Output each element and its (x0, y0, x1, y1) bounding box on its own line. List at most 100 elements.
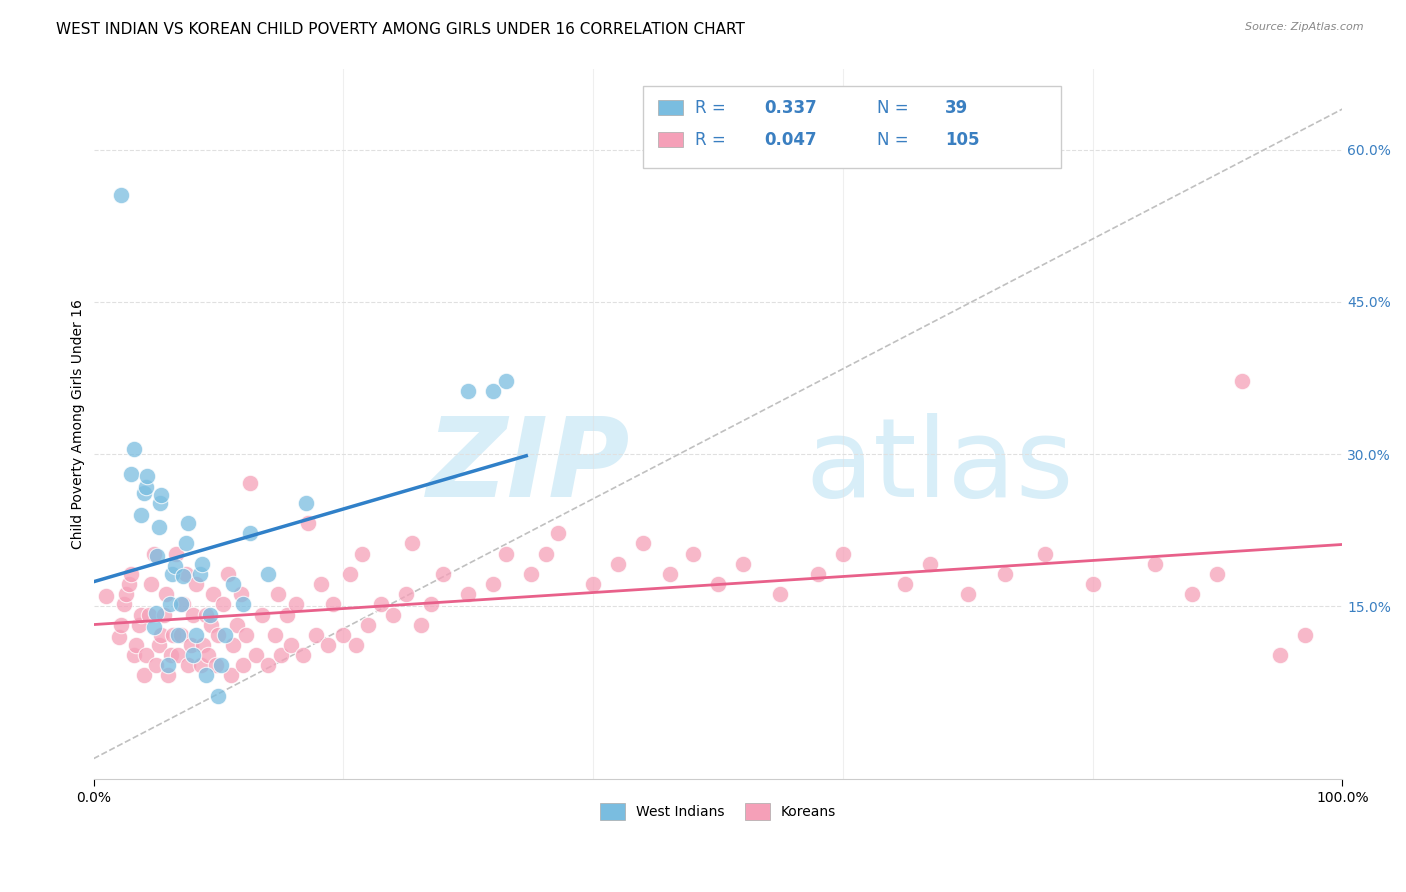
Point (235, 628, 257, 642)
Legend: West Indians, Koreans: West Indians, Koreans (593, 797, 842, 825)
Point (191, 557, 214, 571)
Point (200, 617, 222, 632)
Point (226, 617, 249, 632)
Point (232, 598, 254, 612)
Point (150, 488, 173, 502)
Point (232, 658, 254, 673)
Point (162, 628, 184, 642)
Point (495, 374, 517, 388)
Point (370, 598, 392, 612)
Point (209, 658, 232, 673)
Point (1232, 374, 1254, 388)
Point (188, 566, 211, 581)
Point (160, 648, 183, 662)
Point (419, 598, 441, 612)
Point (217, 566, 239, 581)
Point (135, 480, 157, 494)
Point (284, 598, 307, 612)
Point (117, 577, 139, 591)
Point (1143, 557, 1166, 571)
Text: WEST INDIAN VS KOREAN CHILD POVERTY AMONG GIRLS UNDER 16 CORRELATION CHART: WEST INDIAN VS KOREAN CHILD POVERTY AMON… (56, 22, 745, 37)
Point (170, 628, 193, 642)
Point (1081, 577, 1104, 591)
Point (270, 648, 292, 662)
Point (145, 607, 167, 621)
Point (172, 598, 194, 612)
Text: 105: 105 (945, 130, 980, 149)
Point (177, 516, 200, 531)
Point (148, 520, 170, 534)
Text: R =: R = (696, 130, 725, 149)
Point (276, 607, 298, 622)
Point (152, 607, 174, 622)
Point (193, 638, 215, 652)
Point (1294, 628, 1316, 642)
Point (250, 607, 273, 622)
Point (894, 577, 917, 591)
Point (94, 589, 117, 603)
Point (769, 587, 792, 601)
Point (110, 188, 132, 202)
Point (167, 628, 190, 642)
Point (122, 442, 145, 456)
Point (142, 547, 165, 561)
Point (129, 508, 152, 522)
Point (205, 658, 228, 673)
Point (295, 496, 318, 510)
Point (183, 607, 205, 622)
Point (547, 526, 569, 541)
Point (174, 566, 197, 581)
Point (382, 607, 405, 622)
Point (146, 549, 169, 563)
Point (212, 598, 235, 612)
Point (707, 577, 730, 591)
FancyBboxPatch shape (658, 101, 683, 115)
Text: N =: N = (876, 130, 908, 149)
Point (139, 577, 162, 591)
Point (229, 587, 252, 601)
Point (194, 607, 217, 622)
Point (495, 547, 517, 561)
FancyBboxPatch shape (643, 87, 1062, 168)
Point (1268, 648, 1291, 662)
Point (149, 496, 172, 510)
Point (1033, 547, 1056, 561)
Point (395, 587, 418, 601)
Point (125, 638, 148, 652)
Point (519, 566, 541, 581)
Point (172, 569, 194, 583)
Point (198, 607, 221, 622)
Point (170, 598, 193, 612)
Point (322, 598, 344, 612)
Point (165, 547, 187, 561)
Point (482, 577, 505, 591)
Point (122, 648, 145, 662)
Point (482, 384, 505, 399)
Text: R =: R = (696, 99, 725, 117)
Point (207, 689, 229, 703)
Point (631, 536, 654, 550)
Point (350, 547, 373, 561)
Point (194, 668, 217, 682)
Point (245, 648, 267, 662)
Point (162, 566, 184, 581)
Point (155, 587, 177, 601)
Text: 39: 39 (945, 99, 969, 117)
Point (409, 617, 432, 632)
Point (956, 587, 979, 601)
Point (157, 658, 180, 673)
Point (607, 557, 630, 571)
Point (190, 658, 212, 673)
Point (112, 598, 135, 612)
Point (297, 516, 319, 531)
Point (280, 638, 302, 652)
Y-axis label: Child Poverty Among Girls Under 16: Child Poverty Among Girls Under 16 (72, 299, 86, 549)
Point (222, 638, 245, 652)
Point (145, 658, 167, 673)
Point (214, 628, 236, 642)
Point (432, 566, 454, 581)
Point (132, 485, 155, 500)
Point (184, 577, 207, 591)
Point (159, 598, 181, 612)
Point (994, 566, 1017, 581)
